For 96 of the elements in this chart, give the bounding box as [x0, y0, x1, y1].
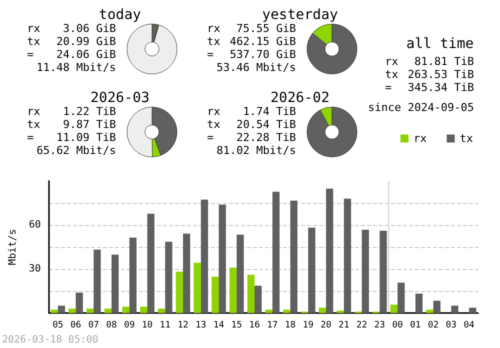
- bar: [426, 310, 434, 313]
- bar: [218, 204, 226, 313]
- bar: [122, 306, 130, 313]
- text: 11.48 Mbit/s: [36, 61, 116, 74]
- x-tick-label: 07: [88, 320, 100, 330]
- text: rx 81.81 TiB: [385, 55, 474, 68]
- bar: [283, 310, 290, 313]
- x-tick-label: 17: [266, 320, 278, 330]
- text: = 11.09 TiB: [27, 131, 116, 144]
- text: tx 9.87 TiB: [27, 118, 116, 131]
- bar: [200, 200, 208, 313]
- text: = 22.28 TiB: [207, 131, 296, 144]
- bar: [140, 306, 148, 313]
- bar: [147, 214, 154, 313]
- x-tick-label: 04: [464, 320, 474, 330]
- x-tick-label: 23: [374, 320, 386, 330]
- x-tick-label: 15: [231, 320, 242, 330]
- bar: [194, 262, 201, 313]
- bar: [212, 276, 219, 313]
- bar: [158, 308, 166, 313]
- x-tick-label: 03: [446, 320, 457, 330]
- bar: [415, 294, 423, 313]
- text: tx 20.99 GiB: [27, 35, 116, 48]
- text: = 345.34 TiB: [385, 81, 474, 94]
- x-tick-label: 00: [392, 320, 403, 330]
- text: rx 1.22 TiB: [27, 105, 116, 118]
- x-tick-label: 01: [410, 320, 421, 330]
- text: = 24.06 GiB: [27, 48, 116, 61]
- bar: [344, 198, 352, 313]
- bar: [50, 310, 58, 313]
- x-tick-label: 06: [70, 320, 82, 330]
- text: rx 1.74 TiB: [207, 105, 296, 118]
- bar: [236, 234, 244, 313]
- text: 2026-03-18 05:00: [2, 334, 98, 346]
- chart-title: 2026-02: [270, 90, 330, 106]
- chart-title: yesterday: [262, 7, 338, 23]
- chart-title: 2026-03: [90, 90, 150, 106]
- bar: [94, 250, 101, 313]
- text: rx 3.06 GiB: [27, 22, 116, 35]
- bar: [390, 304, 398, 313]
- bar: [129, 238, 137, 313]
- x-tick-label: 10: [142, 320, 153, 330]
- x-tick-label: 02: [428, 320, 439, 330]
- x-tick-label: 18: [284, 320, 296, 330]
- bar: [362, 230, 369, 313]
- text: tx 20.54 TiB: [207, 118, 296, 131]
- bar: [433, 300, 440, 313]
- x-tick-label: 13: [195, 320, 206, 330]
- bar: [254, 286, 262, 313]
- x-tick-label: 05: [52, 320, 64, 330]
- x-tick-label: 16: [249, 320, 260, 330]
- bar: [265, 310, 272, 313]
- bar: [308, 228, 316, 313]
- bar: [68, 308, 76, 313]
- text: 65.62 Mbit/s: [36, 144, 116, 157]
- x-tick-label: 12: [178, 320, 188, 330]
- bar: [398, 282, 405, 313]
- x-tick-label: 09: [124, 320, 135, 330]
- bar: [380, 230, 387, 313]
- x-tick-label: 14: [213, 320, 224, 330]
- bar: [104, 308, 112, 313]
- bar: [318, 308, 326, 313]
- text: 53.46 Mbit/s: [216, 61, 296, 74]
- bar: [165, 242, 172, 313]
- bar: [86, 308, 94, 313]
- text: tx 263.53 TiB: [385, 68, 474, 81]
- bar: [176, 272, 184, 313]
- y-axis-title: Mbit/s: [8, 228, 18, 266]
- bar: [183, 234, 190, 313]
- x-tick-label: 11: [160, 320, 171, 330]
- text: tx 462.15 GiB: [207, 35, 296, 48]
- bar: [272, 192, 280, 313]
- y-tick-label: 60: [28, 220, 41, 230]
- text: all time: [406, 36, 474, 52]
- chart-title: today: [98, 7, 142, 23]
- text: rx 75.55 GiB: [207, 22, 296, 35]
- bar: [326, 188, 334, 313]
- bar: [230, 268, 237, 313]
- x-tick-label: 21: [338, 320, 350, 330]
- text: 81.02 Mbit/s: [216, 144, 296, 157]
- legend-label: tx: [460, 132, 474, 145]
- x-tick-label: 22: [356, 320, 368, 330]
- bar: [112, 254, 119, 313]
- x-tick-label: 08: [106, 320, 117, 330]
- bar: [451, 306, 458, 313]
- text: since 2024-09-05: [368, 101, 474, 114]
- bar: [247, 274, 255, 313]
- bar: [290, 200, 298, 313]
- text: = 537.70 GiB: [207, 48, 296, 61]
- bar: [469, 308, 476, 313]
- y-tick-label: 30: [28, 264, 41, 274]
- legend-label: rx: [414, 132, 428, 145]
- x-tick-label: 19: [302, 320, 314, 330]
- x-tick-label: 20: [320, 320, 332, 330]
- bar: [58, 306, 66, 313]
- bar: [76, 292, 83, 313]
